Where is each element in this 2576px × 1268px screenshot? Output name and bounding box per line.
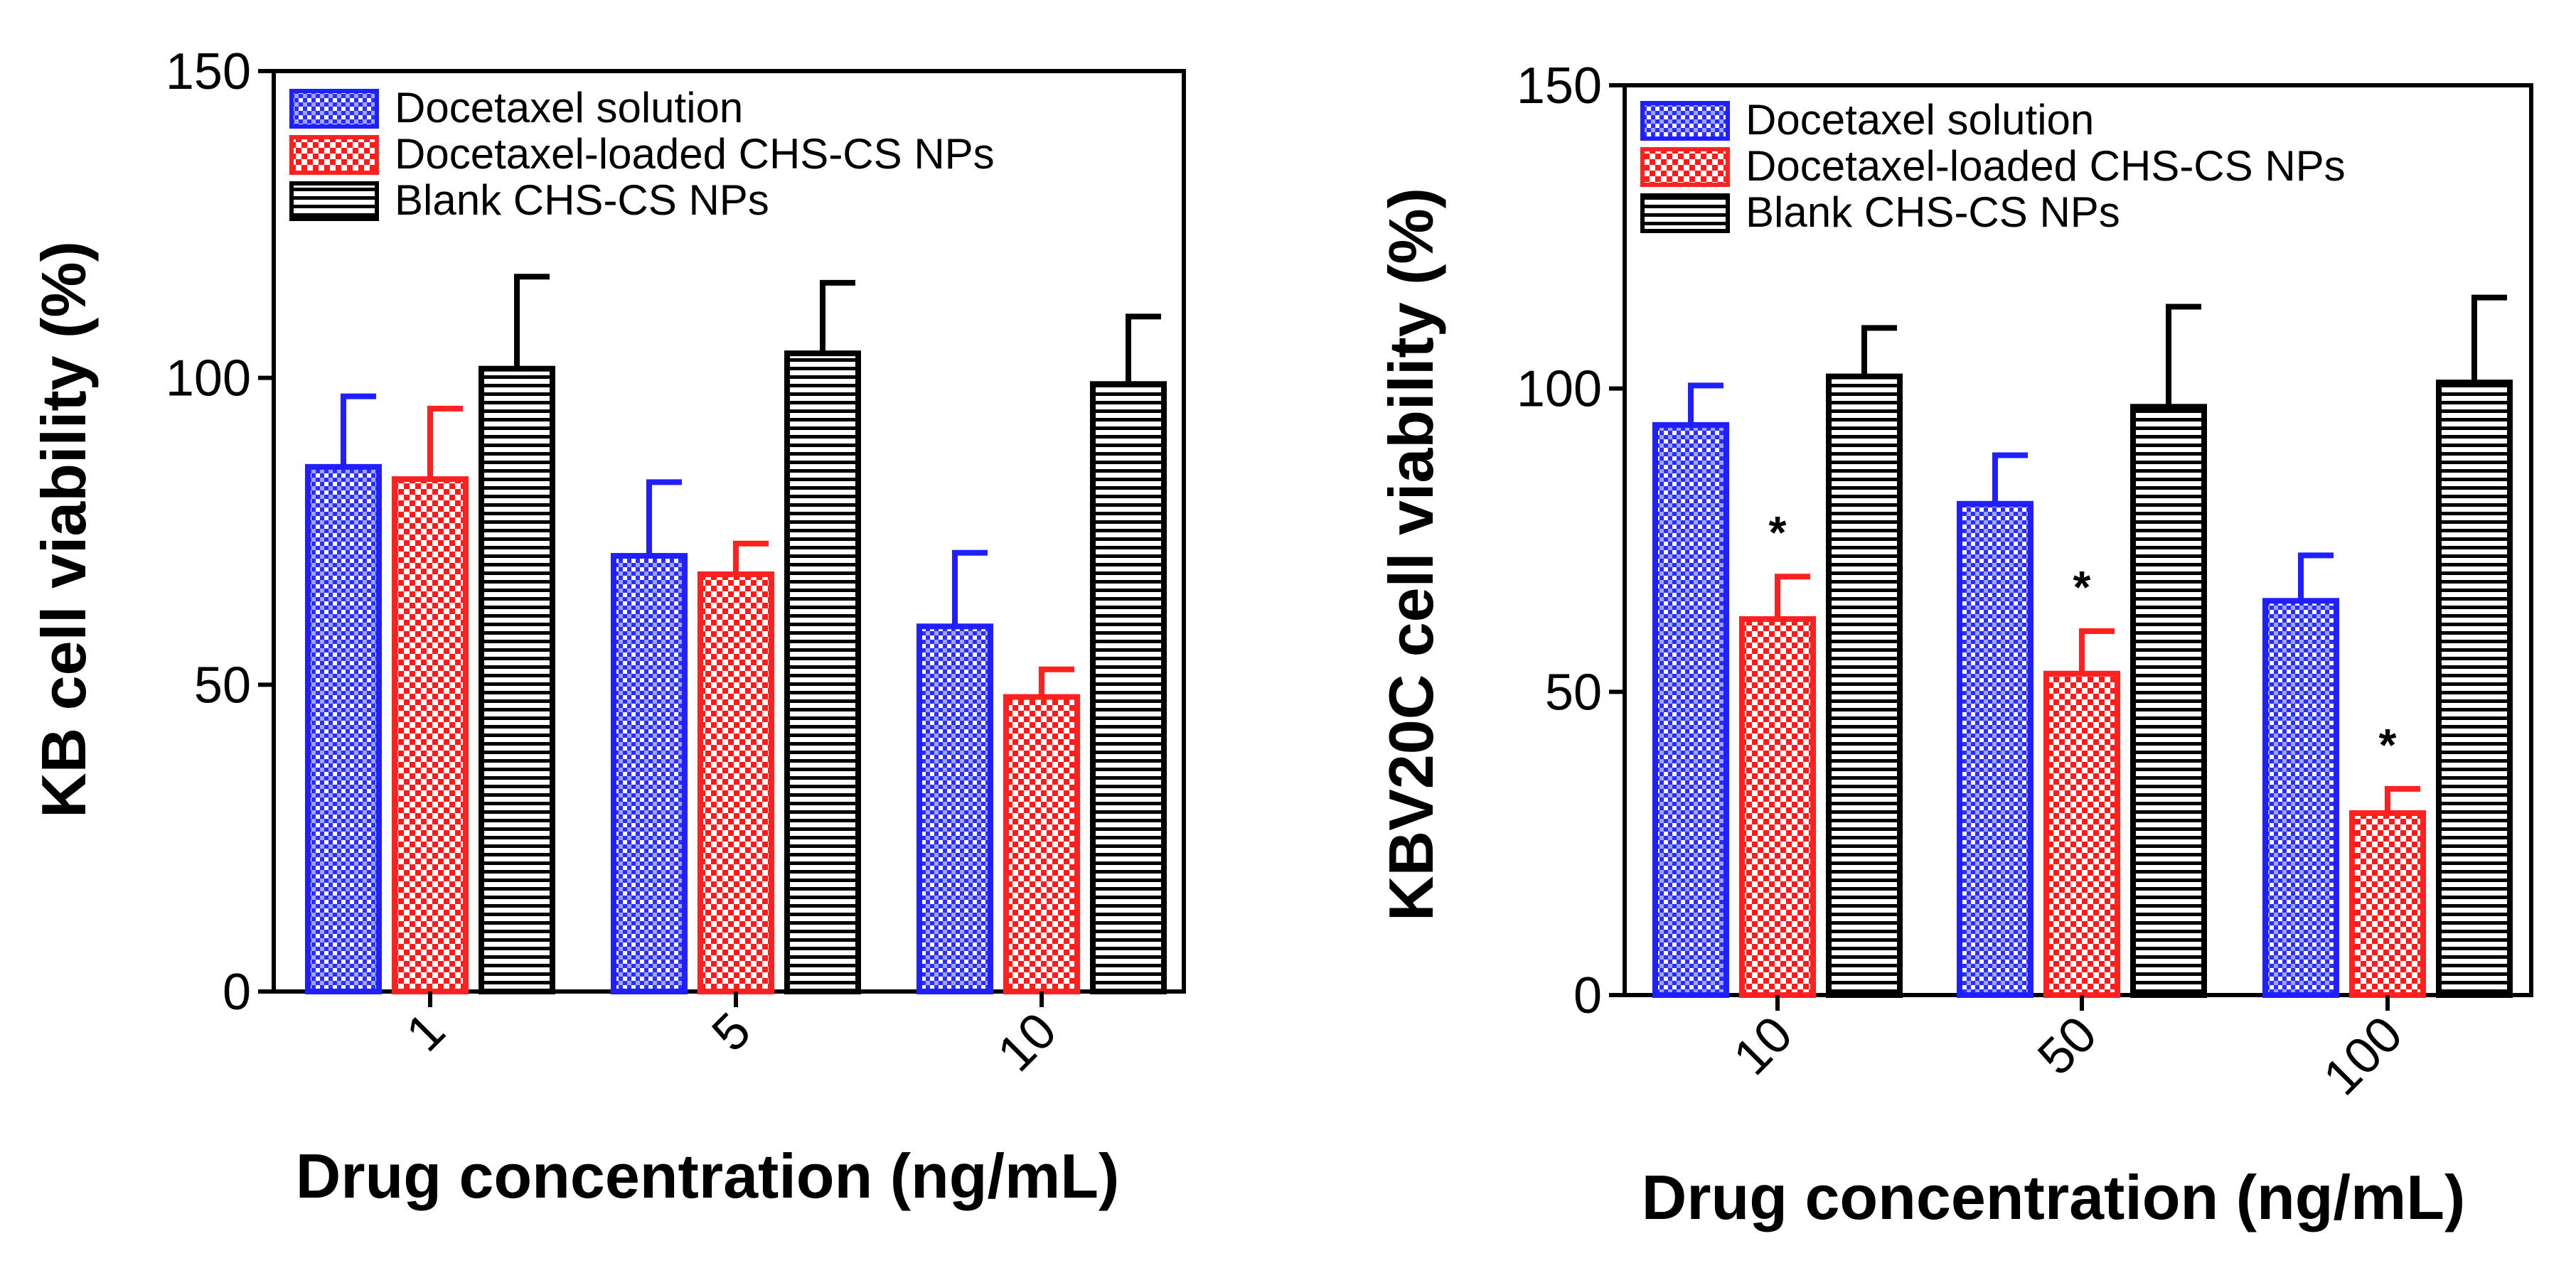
- chart-marks: 0 50 100 150 * 10 * 50 * 100: [1517, 58, 2533, 1107]
- bar: [1739, 616, 1816, 998]
- bar: [1957, 500, 2033, 998]
- bar: [1826, 373, 1903, 998]
- legend-swatch-blank-nps: [289, 181, 379, 221]
- bar: [611, 553, 688, 994]
- legend: Docetaxel solution Docetaxel-loaded CHS-…: [1640, 96, 2346, 236]
- chart-panel-kb: 0 50 100 150 1 5 10 KB cell viability (%) Drug…: [28, 43, 1186, 1211]
- legend-swatch-docetaxel-solution: [1640, 101, 1730, 141]
- x-tick-label: 50: [2027, 1006, 2107, 1086]
- x-tick-label: 1: [395, 1002, 456, 1063]
- y-tick-label: 100: [166, 350, 251, 407]
- bar: [305, 463, 382, 994]
- y-axis-title: KBV20C cell viability (%): [1376, 188, 1446, 921]
- legend-swatch-docetaxel-solution: [289, 89, 379, 129]
- significance-mark: *: [2073, 562, 2091, 613]
- bar: [1090, 381, 1167, 994]
- bar: [2043, 670, 2120, 998]
- y-tick-label: 150: [166, 43, 251, 100]
- bar: [916, 623, 993, 994]
- x-tick-label: 10: [987, 1002, 1067, 1082]
- significance-mark: *: [1769, 507, 1787, 558]
- bar: [698, 571, 774, 994]
- y-tick-label: 0: [223, 964, 251, 1021]
- bar: [392, 476, 469, 994]
- legend-swatch-docetaxel-loaded: [289, 135, 379, 175]
- y-tick-label: 50: [194, 657, 251, 714]
- y-axis-title: KB cell viability (%): [28, 241, 99, 818]
- legend-label-blank-nps: Blank CHS-CS NPs: [1746, 188, 2120, 236]
- bar: [1652, 421, 1729, 998]
- legend-swatch-docetaxel-loaded: [1640, 147, 1730, 187]
- bar: [479, 365, 555, 994]
- bar: [2349, 810, 2426, 998]
- y-tick-label: 0: [1573, 967, 1602, 1024]
- y-tick-label: 100: [1517, 361, 1602, 418]
- bar: [1003, 694, 1080, 994]
- legend: Docetaxel solution Docetaxel-loaded CHS-…: [289, 84, 995, 224]
- x-tick-label: 5: [701, 1002, 761, 1063]
- chart-panel-kbv20c: 0 50 100 150 * 10 * 50 * 100 KBV20C cell viabilit…: [1376, 58, 2533, 1232]
- significance-mark: *: [2379, 719, 2397, 770]
- legend-label-blank-nps: Blank CHS-CS NPs: [395, 176, 769, 224]
- x-tick-label: 10: [1723, 1006, 1803, 1086]
- legend-label-docetaxel-solution: Docetaxel solution: [1746, 96, 2094, 144]
- legend-swatch-blank-nps: [1640, 193, 1730, 233]
- x-tick-label: 100: [2313, 1006, 2414, 1107]
- x-axis-title: Drug concentration (ng/mL): [296, 1141, 1120, 1211]
- bar: [2436, 380, 2513, 998]
- legend-label-docetaxel-loaded: Docetaxel-loaded CHS-CS NPs: [395, 130, 995, 178]
- legend-label-docetaxel-loaded: Docetaxel-loaded CHS-CS NPs: [1746, 142, 2346, 190]
- bar: [2130, 404, 2207, 998]
- bar: [784, 350, 861, 994]
- y-tick-label: 150: [1517, 58, 1602, 114]
- y-tick-label: 50: [1545, 664, 1602, 721]
- bar: [2262, 598, 2339, 998]
- legend-label-docetaxel-solution: Docetaxel solution: [395, 84, 743, 131]
- x-axis-title: Drug concentration (ng/mL): [1642, 1162, 2466, 1232]
